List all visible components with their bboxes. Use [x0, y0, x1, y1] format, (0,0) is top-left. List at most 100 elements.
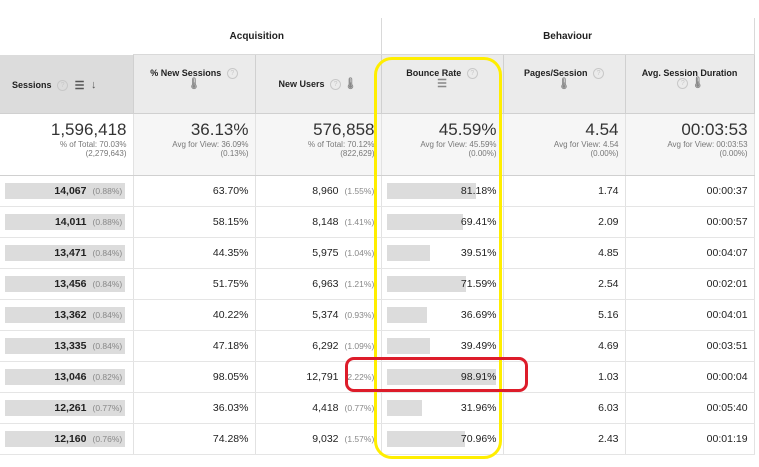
- cell-new-sessions: 44.35%: [133, 237, 256, 269]
- question-mark-icon[interactable]: ?: [330, 79, 342, 91]
- cell-avg-duration: 00:00:57: [625, 206, 755, 238]
- cell-sessions: 14,011 (0.88%): [0, 206, 134, 238]
- header-pages-session[interactable]: Pages/Session ? 🌡: [503, 54, 626, 114]
- question-mark-icon[interactable]: ?: [677, 78, 689, 90]
- header-bounce-rate[interactable]: Bounce Rate ? ☰: [381, 54, 504, 114]
- new-users-percent: (1.09%): [344, 341, 375, 351]
- cell-new-sessions: 98.05%: [133, 361, 256, 393]
- cell-sessions: 13,046 (0.82%): [0, 361, 134, 393]
- bounce-rate-value: 31.96%: [460, 402, 497, 414]
- cell-pages-session: 4.69: [503, 330, 626, 362]
- cell-new-users: 4,418 (0.77%): [255, 392, 382, 424]
- bounce-rate-bar: [386, 431, 465, 447]
- new-users-value: 9,032: [312, 433, 339, 445]
- header-new-users-label: New Users: [278, 79, 325, 89]
- sessions-percent: (0.76%): [92, 434, 123, 444]
- total-new-sessions-value: 36.13%: [190, 120, 249, 139]
- sessions-percent: (0.82%): [92, 372, 123, 382]
- bounce-rate-value: 69.41%: [460, 216, 497, 228]
- header-pages-session-label: Pages/Session: [523, 68, 588, 78]
- cell-avg-duration: 00:03:51: [625, 330, 755, 362]
- question-mark-icon[interactable]: ?: [593, 68, 605, 80]
- new-users-value: 5,374: [312, 309, 339, 321]
- cell-bounce-rate: 81.18%: [381, 175, 504, 207]
- cell-new-sessions: 58.15%: [133, 206, 256, 238]
- total-avg-duration-line2: (0.00%): [719, 149, 748, 158]
- sessions-bar: [5, 183, 125, 199]
- cell-bounce-rate: 39.51%: [381, 237, 504, 269]
- sessions-bar: [5, 214, 125, 230]
- total-pages-session-value: 4.54: [585, 120, 619, 139]
- question-mark-icon[interactable]: ?: [466, 68, 478, 80]
- table-row[interactable]: 13,335 (0.84%) 47.18% 6,292 (1.09%) 39.49% 4.6…: [0, 330, 755, 362]
- new-users-percent: (1.55%): [344, 186, 375, 196]
- sort-descending-icon[interactable]: ↓: [90, 79, 97, 91]
- new-users-value: 6,963: [312, 278, 339, 290]
- sessions-value: 13,471: [54, 247, 87, 259]
- new-users-value: 12,791: [306, 371, 339, 383]
- cell-bounce-rate: 36.69%: [381, 299, 504, 331]
- new-users-value: 8,148: [312, 216, 339, 228]
- cell-sessions: 12,160 (0.76%): [0, 423, 134, 455]
- sessions-bar: [5, 338, 125, 354]
- sessions-bar: [5, 369, 125, 385]
- total-new-sessions: 36.13% Avg for View: 36.09% (0.13%): [133, 113, 256, 176]
- header-avg-duration[interactable]: Avg. Session Duration ? 🌡: [625, 54, 755, 114]
- header-new-sessions[interactable]: % New Sessions ? 🌡: [133, 54, 256, 114]
- group-behaviour: Behaviour: [380, 18, 755, 55]
- bounce-rate-bar: [386, 369, 496, 385]
- bounce-rate-value: 98.91%: [460, 371, 497, 383]
- cell-new-users: 8,148 (1.41%): [255, 206, 382, 238]
- cell-new-users: 6,292 (1.09%): [255, 330, 382, 362]
- cell-new-users: 6,963 (1.21%): [255, 268, 382, 300]
- sessions-percent: (0.77%): [92, 403, 123, 413]
- thermometer-icon[interactable]: 🌡: [187, 78, 201, 91]
- table-row[interactable]: 12,160 (0.76%) 74.28% 9,032 (1.57%) 70.96% 2.4…: [0, 423, 755, 455]
- sessions-bar: [5, 431, 125, 447]
- cell-bounce-rate: 39.49%: [381, 330, 504, 362]
- header-new-users[interactable]: New Users ? 🌡: [255, 54, 382, 114]
- table-row[interactable]: 14,067 (0.88%) 63.70% 8,960 (1.55%) 81.18% 1.7…: [0, 175, 755, 207]
- cell-new-sessions: 63.70%: [133, 175, 256, 207]
- cell-sessions: 13,471 (0.84%): [0, 237, 134, 269]
- table-body: 14,067 (0.88%) 63.70% 8,960 (1.55%) 81.18% 1.7…: [0, 175, 755, 455]
- question-mark-icon[interactable]: ?: [226, 68, 238, 80]
- header-sessions[interactable]: Sessions ? ☰ ↓: [0, 54, 134, 114]
- sessions-bar: [5, 245, 125, 261]
- new-users-percent: (1.41%): [344, 217, 375, 227]
- new-users-value: 4,418: [312, 402, 339, 414]
- table-row[interactable]: 12,261 (0.77%) 36.03% 4,418 (0.77%) 31.96% 6.0…: [0, 392, 755, 424]
- table-row[interactable]: 13,046 (0.82%) 98.05% 12,791 (2.22%) 98.91% 1.…: [0, 361, 755, 393]
- question-mark-icon[interactable]: ?: [57, 79, 69, 91]
- cell-bounce-rate: 98.91%: [381, 361, 504, 393]
- thermometer-icon[interactable]: 🌡: [690, 77, 705, 90]
- cell-pages-session: 2.43: [503, 423, 626, 455]
- total-avg-duration-value: 00:03:53: [681, 120, 748, 139]
- table-row[interactable]: 13,456 (0.84%) 51.75% 6,963 (1.21%) 71.59% 2.5…: [0, 268, 755, 300]
- cell-pages-session: 2.09: [503, 206, 626, 238]
- cell-sessions: 13,456 (0.84%): [0, 268, 134, 300]
- cell-bounce-rate: 71.59%: [381, 268, 504, 300]
- table-row[interactable]: 13,471 (0.84%) 44.35% 5,975 (1.04%) 39.51% 4.8…: [0, 237, 755, 269]
- bar-sort-icon[interactable]: ☰: [74, 79, 85, 92]
- new-users-value: 8,960: [312, 185, 339, 197]
- cell-avg-duration: 00:04:07: [625, 237, 755, 269]
- table-row[interactable]: 13,362 (0.84%) 40.22% 5,374 (0.93%) 36.69% 5.1…: [0, 299, 755, 331]
- cell-avg-duration: 00:04:01: [625, 299, 755, 331]
- total-bounce-rate-line2: (0.00%): [468, 149, 497, 158]
- table-row[interactable]: 14,011 (0.88%) 58.15% 8,148 (1.41%) 69.41% 2.0…: [0, 206, 755, 238]
- bounce-rate-value: 70.96%: [460, 433, 497, 445]
- cell-sessions: 14,067 (0.88%): [0, 175, 134, 207]
- total-new-users: 576,858 % of Total: 70.12% (822,629): [255, 113, 382, 176]
- cell-new-users: 8,960 (1.55%): [255, 175, 382, 207]
- cell-bounce-rate: 69.41%: [381, 206, 504, 238]
- bar-sort-icon[interactable]: ☰: [437, 78, 447, 91]
- sessions-percent: (0.84%): [92, 341, 123, 351]
- bounce-rate-bar: [386, 400, 422, 416]
- new-users-percent: (2.22%): [344, 372, 375, 382]
- sessions-value: 14,067: [54, 185, 87, 197]
- thermometer-icon[interactable]: 🌡: [343, 78, 358, 91]
- cell-avg-duration: 00:00:37: [625, 175, 755, 207]
- bounce-rate-bar: [386, 338, 430, 354]
- thermometer-icon[interactable]: 🌡: [557, 78, 571, 91]
